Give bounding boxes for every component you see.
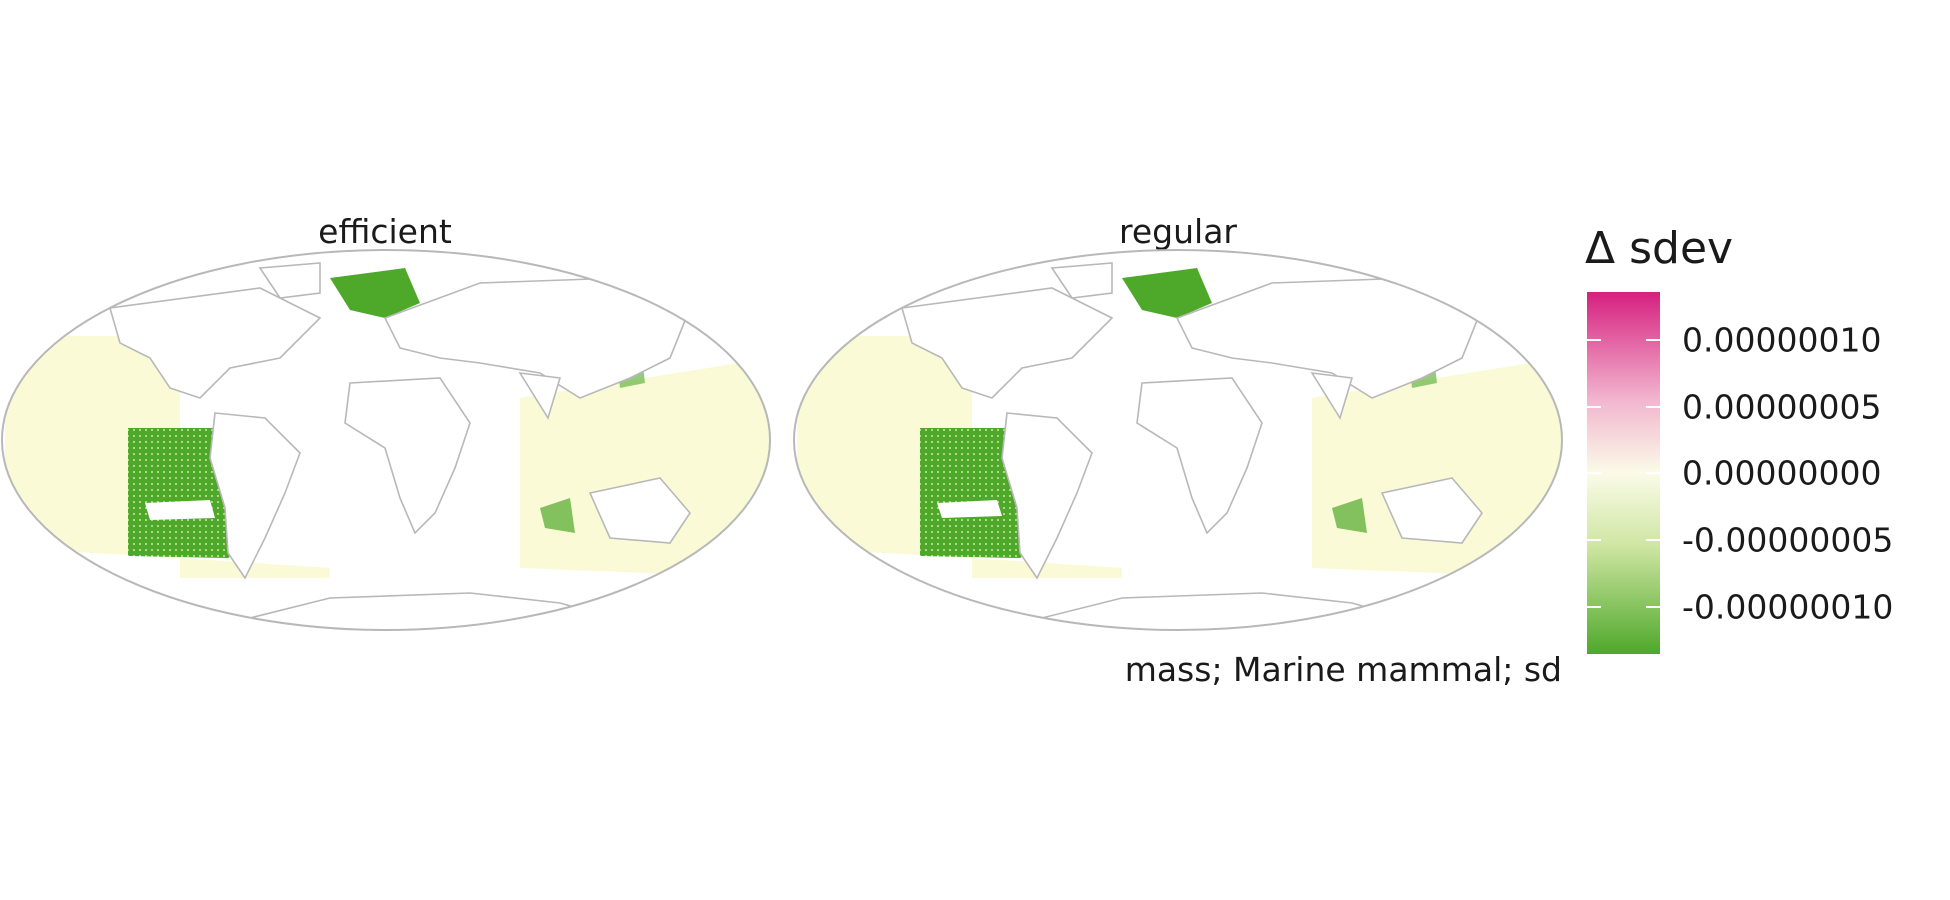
se-pacific-hole xyxy=(145,500,215,520)
africa xyxy=(1136,377,1263,535)
legend-colorbar xyxy=(1587,292,1660,654)
north-europe-patch xyxy=(1122,268,1212,318)
australia xyxy=(1380,477,1484,544)
north-europe-patch xyxy=(330,268,420,318)
legend-tick-label: 0.00000005 xyxy=(1682,387,1882,427)
greenland xyxy=(258,262,321,299)
caption: mass; Marine mammal; sd xyxy=(1124,650,1562,689)
legend-tick-label: -0.00000010 xyxy=(1682,587,1894,627)
india xyxy=(1310,371,1354,420)
legend-title: Δ sdev xyxy=(1585,223,1734,274)
se-pacific-hole xyxy=(937,500,1002,518)
indian-ocean-patch xyxy=(540,498,575,533)
south-pacific-pale xyxy=(972,558,1122,578)
india xyxy=(518,371,562,420)
legend-tick-label: -0.00000005 xyxy=(1682,520,1894,560)
north-america xyxy=(900,287,1114,399)
indo-pacific-pale xyxy=(1312,358,1562,578)
africa xyxy=(344,377,471,535)
south-pacific-pale xyxy=(180,558,330,578)
greenland xyxy=(1050,262,1113,299)
legend-tick-label: 0.00000000 xyxy=(1682,453,1882,493)
map-efficient xyxy=(1,249,771,631)
australia xyxy=(588,477,692,544)
panel-title-regular: regular xyxy=(1119,212,1237,251)
north-america xyxy=(108,287,322,399)
panel-title-efficient: efficient xyxy=(318,212,452,251)
south-america xyxy=(209,412,301,580)
map-regular xyxy=(793,249,1563,631)
indo-pacific-pale xyxy=(520,358,770,578)
indian-ocean-patch xyxy=(1332,498,1367,533)
legend-tick-label: 0.00000010 xyxy=(1682,320,1882,360)
south-america xyxy=(1001,412,1093,580)
